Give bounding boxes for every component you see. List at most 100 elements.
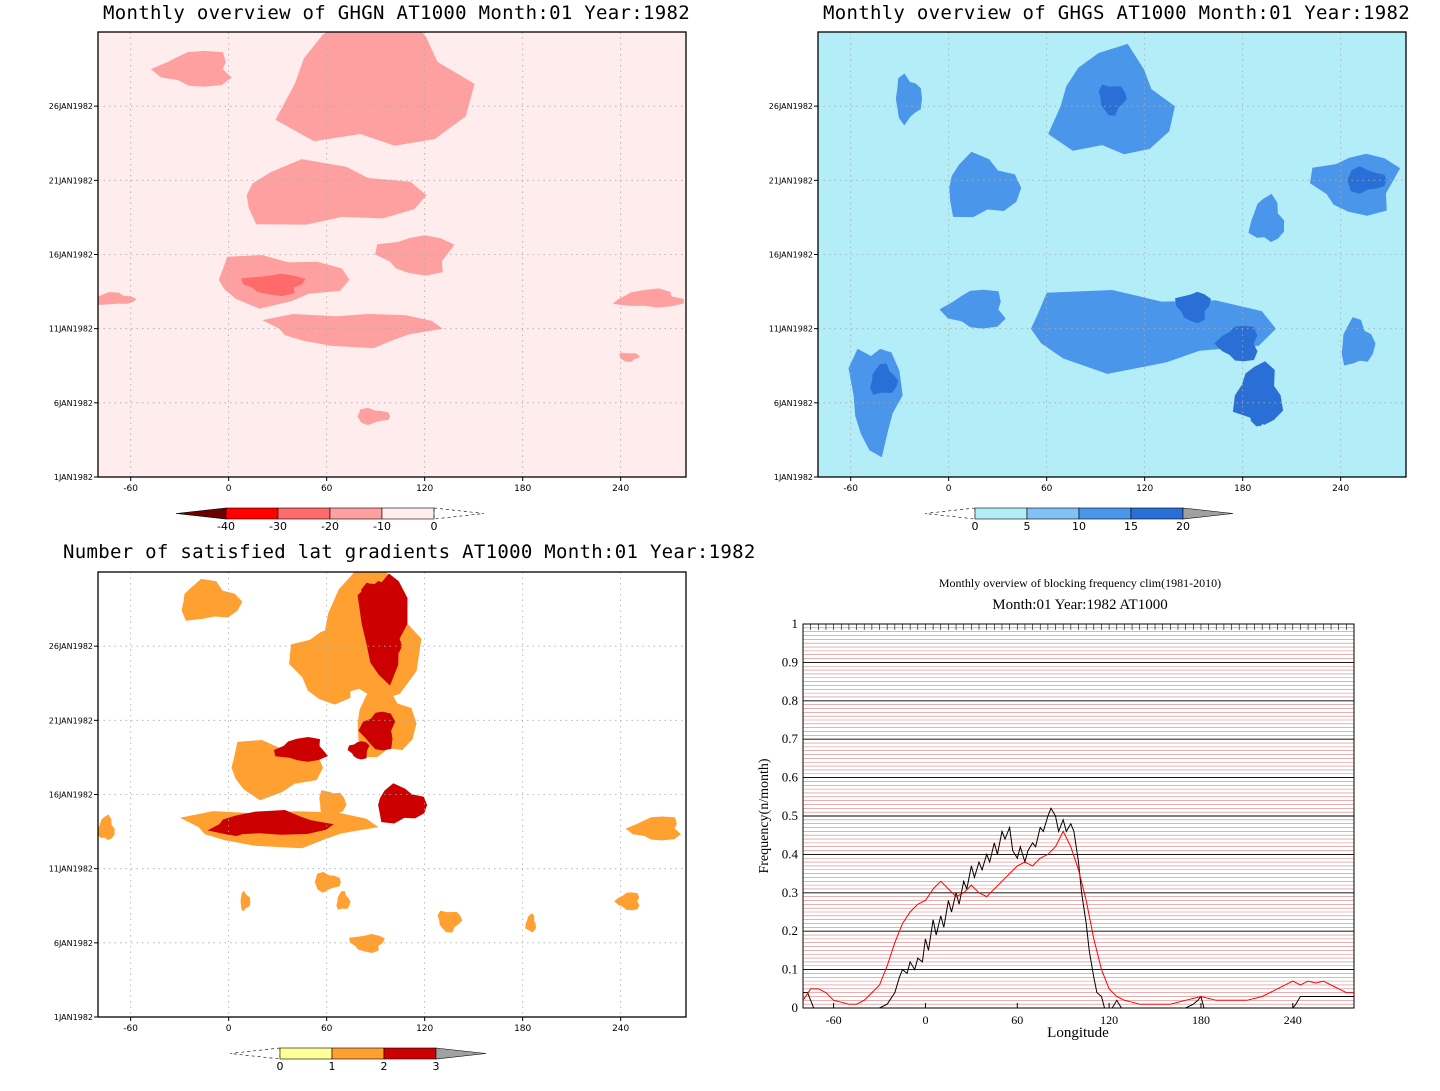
x-tick-label: 180 [514, 484, 531, 494]
colorbar-segment [1130, 507, 1184, 520]
contour-region [246, 159, 427, 225]
y-tick-label: 0.9 [782, 654, 798, 669]
colorbar-label: 20 [1176, 520, 1190, 533]
contour-region [240, 273, 306, 297]
y-tick-label: 16JAN1982 [49, 251, 93, 260]
line-chart-subtitle: Month:01 Year:1982 AT1000 [992, 597, 1168, 613]
y-tick-label: 11JAN1982 [49, 325, 93, 334]
contour-region [1249, 410, 1271, 427]
contour-region [870, 363, 899, 395]
x-tick-label: 240 [612, 1024, 629, 1034]
x-tick-label: -60 [843, 484, 858, 494]
y-tick-label: 26JAN1982 [49, 642, 93, 651]
x-tick-label: 60 [1011, 1013, 1023, 1027]
contour-region [625, 816, 681, 841]
colorbar-segment [1078, 507, 1132, 520]
contour-region [949, 151, 1022, 218]
y-tick-label: 0.4 [782, 846, 799, 861]
y-tick-label: 0 [792, 1000, 799, 1015]
panel1-contour-plot: -60 0 60 120 180 240 1JAN1982 6JAN1982 11JAN1982… [49, 31, 687, 533]
contour-region [336, 891, 351, 910]
plot-area [98, 572, 686, 1017]
y-tick-label: 0.7 [782, 731, 799, 746]
panel1-title: Monthly overview of GHGN AT1000 Month:01… [103, 2, 690, 24]
y-tick-label: 1JAN1982 [54, 1013, 93, 1022]
x-tick-label: 180 [514, 1024, 531, 1034]
colorbar-segment [383, 1047, 437, 1060]
colorbar-segment [277, 507, 331, 520]
x-tick-label: 60 [321, 484, 333, 494]
x-tick-label: 60 [1041, 484, 1053, 494]
x-tick-label: 240 [612, 484, 629, 494]
x-tick-label: 180 [1192, 1013, 1210, 1027]
panel2-title: Monthly overview of GHGS AT1000 Month:01… [823, 2, 1410, 24]
contour-region [240, 890, 251, 912]
contour-region [1175, 291, 1211, 324]
contour-region [361, 581, 390, 629]
series-line [802, 830, 1354, 1005]
x-tick-label: 240 [1332, 484, 1349, 494]
x-tick-label: -60 [123, 484, 138, 494]
contour-region [319, 790, 347, 823]
colorbar-high-triangle [1182, 507, 1234, 520]
colorbar: 0 1 2 3 [229, 1047, 487, 1073]
x-tick-label: 180 [1234, 484, 1251, 494]
colorbar-label: 1 [329, 1060, 336, 1073]
panel3-contour-plot: -60 0 60 120 180 2401JAN19826JAN198211JAN1982… [49, 571, 687, 1073]
y-tick-label: 11JAN1982 [769, 325, 813, 334]
colorbar-segment [1026, 507, 1080, 520]
colorbar-label: 0 [431, 520, 438, 533]
colorbar-label: 5 [1024, 520, 1031, 533]
x-tick-label: 120 [416, 484, 433, 494]
contour-region [358, 711, 396, 751]
contour-region [895, 73, 922, 126]
colorbar-label: 15 [1124, 520, 1138, 533]
colorbar-segment [329, 507, 383, 520]
contour-region [314, 871, 341, 893]
contour-region [98, 814, 115, 841]
y-tick-label: 21JAN1982 [49, 716, 93, 725]
colorbar-segment [331, 1047, 385, 1060]
colorbar-label: 0 [972, 520, 979, 533]
colorbar-high-triangle [433, 507, 485, 520]
line-chart-ylabel: Frequency(n/month) [757, 758, 772, 874]
y-tick-label: 6JAN1982 [54, 939, 93, 948]
contour-region [437, 910, 463, 933]
y-tick-label: 1JAN1982 [774, 473, 813, 482]
y-tick-label: 6JAN1982 [774, 399, 813, 408]
contour-region [939, 289, 1006, 329]
colorbar-label: -20 [321, 520, 339, 533]
y-tick-label: 0.8 [782, 693, 798, 708]
line-chart-plot: -60 0 60 120 180 240 0 0.1 0.2 0.3 0.4 0.5 0.6 0.7 0.8… [782, 616, 1355, 1027]
contour-region [1347, 166, 1387, 194]
x-tick-label: 0 [226, 1024, 232, 1034]
contour-region [618, 352, 640, 362]
colorbar: 0 5 10 15 20 [924, 507, 1234, 533]
contour-region [181, 578, 243, 621]
contour-region [150, 50, 232, 87]
y-tick-label: 16JAN1982 [49, 791, 93, 800]
contour-region [378, 783, 428, 824]
contour-region [1341, 317, 1376, 366]
contour-region [525, 913, 536, 933]
x-tick-label: 120 [1100, 1013, 1118, 1027]
y-tick-label: 16JAN1982 [769, 251, 813, 260]
colorbar-low-triangle [229, 1047, 281, 1060]
contour-region [98, 292, 137, 305]
colorbar-label: -40 [217, 520, 235, 533]
contour-region [262, 314, 443, 349]
y-tick-label: 1JAN1982 [54, 473, 93, 482]
contour-region [221, 820, 244, 836]
contour-region [1098, 84, 1127, 116]
y-tick-label: 26JAN1982 [49, 102, 93, 111]
y-tick-label: 0.3 [782, 885, 798, 900]
colorbar-label: -10 [373, 520, 391, 533]
y-tick-label: 0.1 [782, 962, 798, 977]
y-tick-label: 21JAN1982 [769, 176, 813, 185]
x-tick-label: 0 [226, 484, 232, 494]
colorbar-label: 2 [381, 1060, 388, 1073]
colorbar-label: 3 [433, 1060, 440, 1073]
contour-region [347, 741, 370, 760]
colorbar-label: 0 [277, 1060, 284, 1073]
plot-area [98, 32, 686, 477]
